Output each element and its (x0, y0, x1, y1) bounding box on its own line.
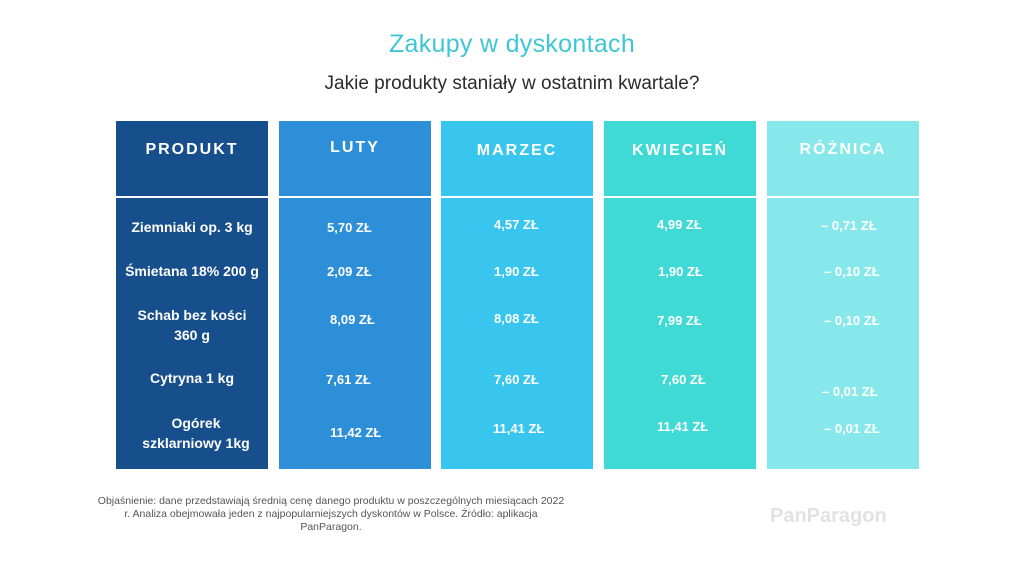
value-cell: 7,61 ZŁ (326, 372, 371, 387)
value-cell: 11,41 ZŁ (657, 419, 709, 434)
value-cell: – 0,10 ZŁ (824, 264, 880, 279)
column-luty: LUTY 5,70 ZŁ 2,09 ZŁ 8,09 ZŁ 7,61 ZŁ 11,… (279, 121, 431, 469)
column-marzec: MARZEC 4,57 ZŁ 1,90 ZŁ 8,08 ZŁ 7,60 ZŁ 1… (441, 121, 593, 469)
product-label: Ogórek szklarniowy 1kg (142, 415, 250, 451)
value-cell: – 0,71 ZŁ (821, 218, 877, 233)
value-cell: – 0,10 ZŁ (824, 313, 880, 328)
column-header-luty: LUTY (330, 139, 380, 156)
value-cell: – 0,01 ZŁ (824, 421, 880, 436)
footnote: Objaśnienie: dane przedstawiają średnią … (97, 495, 565, 533)
column-roznica: RÓŻNICA – 0,71 ZŁ – 0,10 ZŁ – 0,10 ZŁ – … (767, 121, 919, 469)
column-header-roznica: RÓŻNICA (799, 141, 887, 158)
value-cell: 4,57 ZŁ (494, 217, 539, 232)
value-cell: 5,70 ZŁ (327, 220, 372, 235)
value-cell: 2,09 ZŁ (327, 264, 372, 279)
value-cell: 8,09 ZŁ (330, 312, 375, 327)
column-produkt: PRODUKT Ziemniaki op. 3 kg Śmietana 18% … (116, 121, 268, 469)
chart-subtitle: Jakie produkty staniały w ostatnim kwart… (324, 73, 700, 94)
value-cell: 7,60 ZŁ (494, 372, 539, 387)
column-header-produkt: PRODUKT (145, 141, 239, 158)
value-cell: 7,99 ZŁ (657, 313, 702, 328)
value-cell: 4,99 ZŁ (657, 217, 702, 232)
value-cell: – 0,01 ZŁ (822, 384, 878, 399)
column-header-kwiecien: KWIECIEŃ (632, 142, 728, 159)
value-cell: 11,41 ZŁ (493, 421, 545, 436)
product-label: Cytryna 1 kg (149, 370, 235, 386)
value-cell: 1,90 ZŁ (658, 264, 703, 279)
column-kwiecien: KWIECIEŃ 4,99 ZŁ 1,90 ZŁ 7,99 ZŁ 7,60 ZŁ… (604, 121, 756, 469)
header-divider (66, 196, 971, 198)
chart-title: Zakupy w dyskontach (388, 30, 636, 58)
brand-logo: PanParagon (770, 505, 887, 527)
value-cell: 7,60 ZŁ (661, 372, 706, 387)
value-cell: 8,08 ZŁ (494, 311, 539, 326)
product-label: Ziemniaki op. 3 kg (131, 219, 253, 235)
product-label: Schab bez kości 360 g (137, 307, 247, 343)
value-cell: 1,90 ZŁ (494, 264, 539, 279)
value-cell: 11,42 ZŁ (330, 425, 382, 440)
product-label: Śmietana 18% 200 g (125, 263, 259, 279)
column-header-marzec: MARZEC (476, 142, 558, 159)
